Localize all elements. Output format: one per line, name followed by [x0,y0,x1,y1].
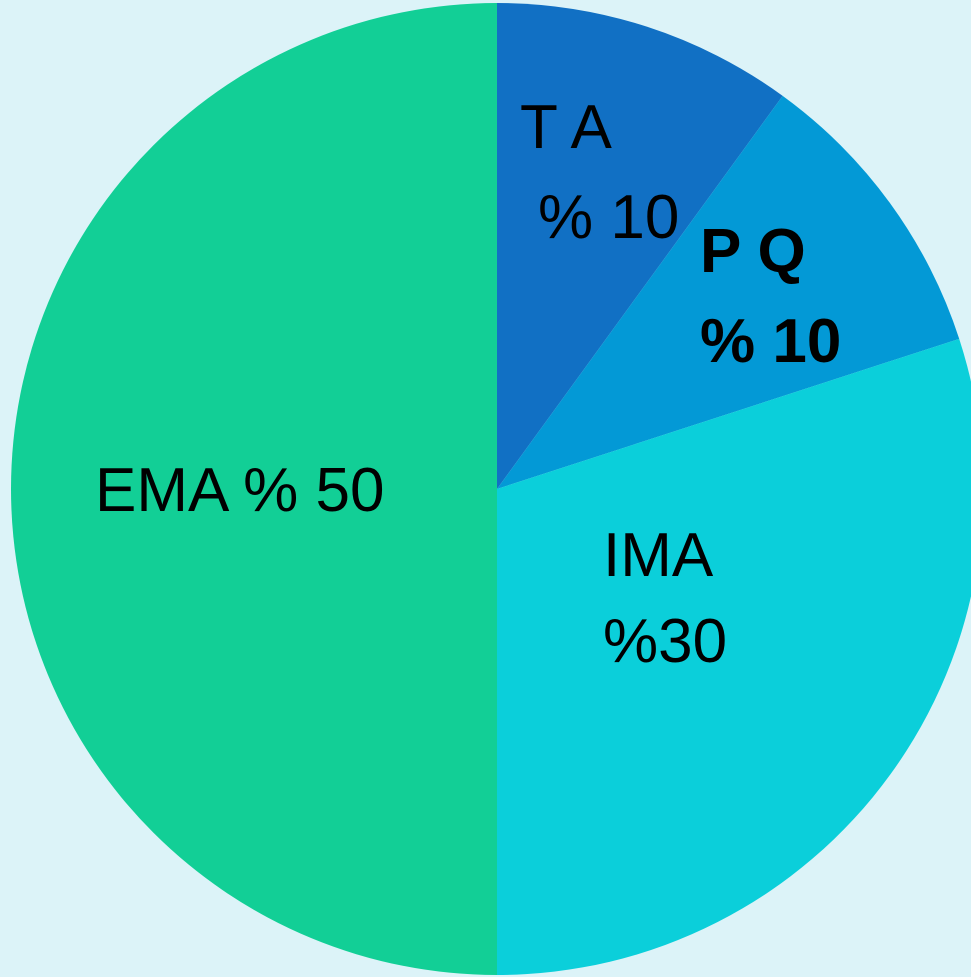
pie-slice-4-label-line-1: EMA % 50 [95,456,384,525]
pie-slice-1-label-line-2: % 10 [538,183,679,252]
pie-slice-1 [497,3,783,489]
pie-slice-2-label-line-1: P Q [700,217,806,286]
pie-slice-1-label-line-1: T A [520,93,613,162]
pie-slices [11,3,971,975]
pie-slice-3-label-line-2: %30 [603,607,727,676]
pie-labels: T A % 10 P Q % 10 IMA %30 EMA % 50 [95,93,841,676]
pie-slice-2 [497,95,960,489]
pie-slice-4 [11,3,497,975]
pie-slice-3-label-line-1: IMA [603,521,714,590]
pie-slice-2-label-line-2: % 10 [700,307,841,376]
pie-slice-3 [497,338,971,975]
